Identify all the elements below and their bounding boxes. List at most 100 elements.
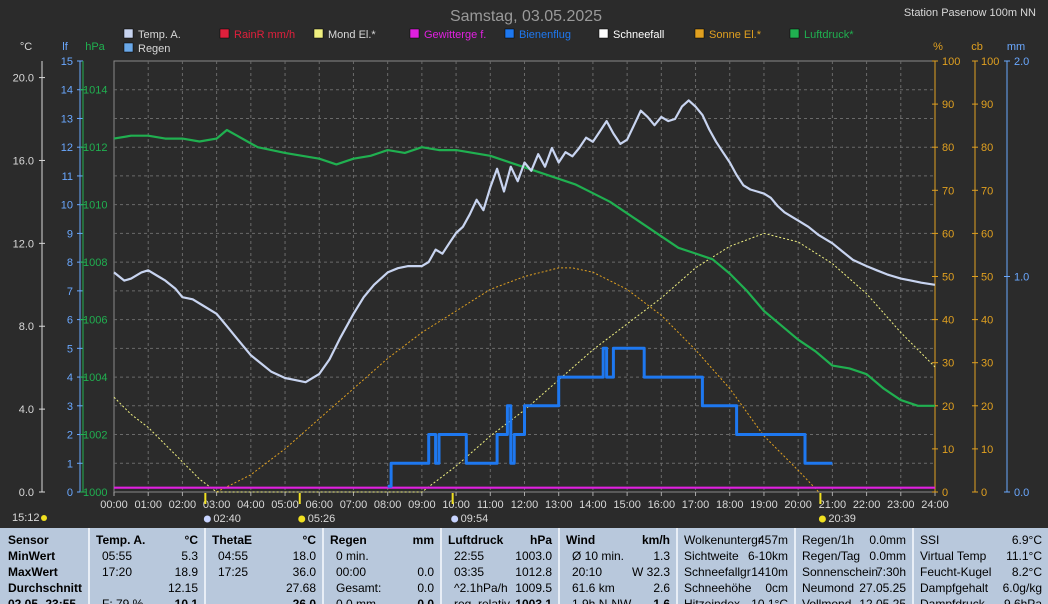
table-cell-value: 11.1°C — [1006, 549, 1042, 563]
table-row-label: MaxWert — [8, 565, 58, 579]
axis-cb-tick-label: 40 — [981, 315, 993, 327]
axis-lf-tick-label: 1 — [67, 458, 73, 470]
axis-percent-tick-label: 30 — [942, 358, 954, 370]
axis-lf-tick-label: 2 — [67, 430, 73, 442]
legend-swatch — [789, 28, 800, 39]
axes: 00:00 01:00 02:00 03:00 04:00 05:00 06:00 07:00… — [13, 56, 1030, 511]
table-col-sensor: Sensor MinWert MaxWert Durchschnitt 02.05.-2… — [0, 528, 88, 604]
x-tick-label: 16:00 — [648, 499, 676, 511]
x-tick-label: 12:00 — [511, 499, 539, 511]
legend-swatch — [123, 42, 134, 53]
table-cell: Schneefallgr — [684, 565, 751, 579]
axis-percent-tick-label: 100 — [942, 56, 960, 68]
table-cell: Sichtweite — [684, 549, 739, 563]
table-cell-value: 1003.1 — [515, 597, 552, 604]
series-bienenflug — [387, 346, 833, 488]
table-header: ThetaE — [212, 533, 253, 547]
table-cell-value: 0.0 — [417, 565, 434, 579]
table-separator — [676, 528, 678, 604]
x-tick-label: 18:00 — [716, 499, 744, 511]
axis-lf-tick-label: 7 — [67, 286, 73, 298]
marker-label: 05:26 — [308, 513, 336, 525]
x-tick-label: 02:00 — [169, 499, 197, 511]
station-label: Station Pasenow 100m NN — [904, 7, 1036, 19]
legend-swatch — [219, 28, 230, 39]
table-cell: Feucht-Kugel — [920, 565, 992, 579]
x-tick-label: 15:00 — [613, 499, 641, 511]
table-cell: F: 79 % — [102, 597, 144, 604]
table-cell-value: 1009.5 — [515, 581, 552, 595]
table-col-ssi: SSI 6.9°C Virtual Temp 11.1°C Feucht-Kugel 8.… — [914, 528, 1048, 604]
table-cell: Schneehöhe — [684, 581, 752, 595]
legend-swatch — [123, 28, 134, 39]
table-header-unit: hPa — [529, 533, 552, 547]
axis-unit-percent: % — [933, 41, 943, 53]
x-tick-label: 09:00 — [408, 499, 436, 511]
axis-cb-tick-label: 60 — [981, 228, 993, 240]
x-tick-label: 04:00 — [237, 499, 265, 511]
series-mond-el — [113, 232, 936, 493]
table-cell-value: W 32.3 — [631, 565, 670, 579]
table-col-wolken: Wolkenuntergr 457m Sichtweite 6-10km Schneef… — [678, 528, 794, 604]
table-cell-value: 0.0 — [417, 597, 434, 604]
table-cell: 05:55 — [102, 549, 133, 563]
table-cell: 20:10 — [572, 565, 603, 579]
axis-unit-hpa: hPa — [85, 41, 105, 53]
axis-percent-tick-label: 0 — [942, 487, 948, 499]
axis-temp-tick-label: 16.0 — [13, 155, 34, 167]
table-separator — [322, 528, 324, 604]
table-cell-value: 12.05.25 — [859, 597, 906, 604]
x-tick-label: 01:00 — [134, 499, 162, 511]
table-cell: Sonnenschein — [802, 565, 879, 579]
table-cell-value: 1410m — [751, 565, 788, 579]
legend-swatch — [504, 28, 515, 39]
legend-label: Mond El.* — [328, 29, 376, 41]
axis-cb-tick-label: 50 — [981, 272, 993, 284]
axis-unit-mm: mm — [1007, 41, 1025, 53]
x-tick-label: 14:00 — [579, 499, 607, 511]
table-cell-value: 36.0 — [292, 565, 316, 579]
axis-hpa-tick-label: 1010 — [83, 200, 107, 212]
axis-temp-tick-label: 12.0 — [13, 238, 34, 250]
legend-swatch — [694, 28, 705, 39]
table-cell: 17:20 — [102, 565, 133, 579]
table-col-thetae: ThetaE °C 04:55 18.0 17:25 36.0 27.68 26.0 — [206, 528, 322, 604]
table-col-druck: Luftdruck hPa 22:55 1003.0 03:35 1012.8 ^2.1hP… — [442, 528, 558, 604]
series — [113, 99, 936, 493]
table-cell: 17:25 — [218, 565, 249, 579]
table-cell-value: 0.0 — [417, 581, 434, 595]
table-row-label: 02.05.-23:55 — [8, 597, 77, 604]
table-cell: 03:35 — [454, 565, 485, 579]
table-cell-value: 5.3 — [181, 549, 198, 563]
table-cell-value: 7:30h — [875, 565, 906, 579]
table-cell-value: 18.0 — [292, 549, 316, 563]
table-cell-value: 1.6 — [653, 597, 670, 604]
axis-percent-tick-label: 60 — [942, 228, 954, 240]
table-cell-value: 9.6hPa — [1003, 597, 1042, 604]
sun-icon — [818, 515, 826, 523]
weather-chart: Samstag, 03.05.2025 Station Pasenow 100m… — [12, 7, 1036, 525]
axis-hpa-tick-label: 1006 — [83, 315, 107, 327]
table-cell: 61.6 km — [572, 581, 615, 595]
markers: 02:40 05:26 09:54 20:39 — [203, 493, 856, 525]
legend-label: Schneefall — [613, 29, 664, 41]
axis-cb-tick-label: 20 — [981, 401, 993, 413]
table-cell: 00:00 — [336, 565, 367, 579]
legend-label: Temp. A. — [138, 29, 181, 41]
axis-percent-tick-label: 10 — [942, 444, 954, 456]
table-header-unit: mm — [412, 533, 434, 547]
axis-percent-tick-label: 70 — [942, 185, 954, 197]
legend-swatch — [313, 28, 324, 39]
table-cell-value: 1.3 — [653, 549, 670, 563]
table-cell-value: 457m — [757, 533, 788, 547]
table-cell: 04:55 — [218, 549, 249, 563]
legend-label: Gewitterge f. — [424, 29, 486, 41]
axis-hpa-tick-label: 1012 — [83, 142, 107, 154]
axis-cb-tick-label: 70 — [981, 185, 993, 197]
axis-hpa-tick-label: 1004 — [83, 372, 107, 384]
axis-lf-tick-label: 8 — [67, 257, 73, 269]
table-cell-value: 1003.0 — [515, 549, 552, 563]
table-separator — [912, 528, 914, 604]
table-header-unit: °C — [302, 533, 316, 547]
x-tick-label: 11:00 — [477, 499, 504, 511]
